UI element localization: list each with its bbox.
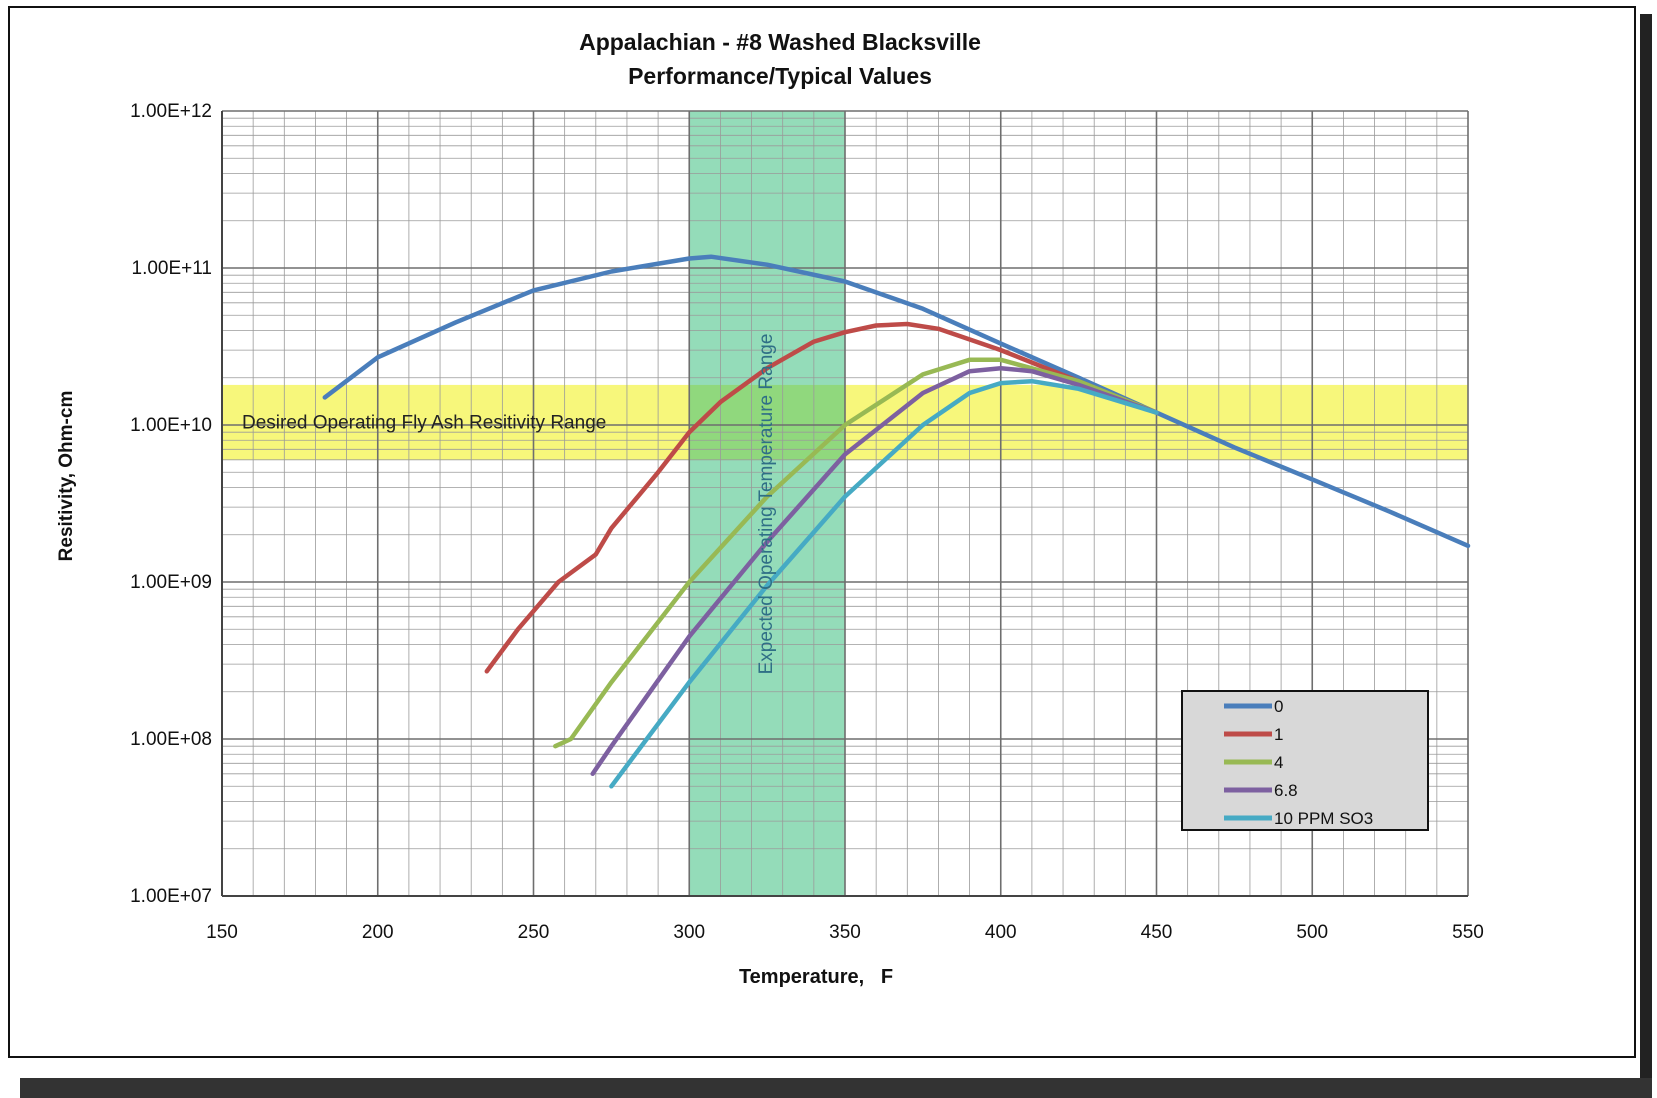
- x-tick-label: 400: [985, 922, 1017, 943]
- y-tick-label: 1.00E+08: [130, 729, 212, 750]
- series-line-6-8: [590, 365, 1159, 777]
- y-tick-label: 1.00E+10: [130, 415, 212, 436]
- chart-frame: Appalachian - #8 Washed Blacksville Perf…: [8, 6, 1636, 1058]
- resistivity-chart: Appalachian - #8 Washed Blacksville Perf…: [56, 29, 1484, 988]
- x-tick-label: 450: [1141, 922, 1173, 943]
- x-tick-label: 200: [362, 922, 394, 943]
- series-line-0: [322, 254, 1471, 549]
- y-tick-label: 1.00E+11: [132, 258, 212, 279]
- legend-entry: 6.8: [1274, 781, 1298, 800]
- frame-shadow-right: [1640, 14, 1652, 1084]
- legend-entry: 4: [1274, 753, 1283, 772]
- x-tick-label: 300: [673, 922, 705, 943]
- legend: 0 1 4 6.8 10 PPM SO3: [1181, 690, 1429, 831]
- y-tick-label: 1.00E+07: [130, 886, 212, 907]
- legend-entry: 0: [1274, 697, 1283, 716]
- y-axis-label: Resitivity, Ohm-cm: [56, 391, 77, 562]
- axes: 150 200 250 300 350 400 450 500 550 1.00E+07 1.00E…: [130, 101, 1484, 943]
- x-tick-label: 550: [1452, 922, 1484, 943]
- temperature-range-band: [689, 111, 845, 896]
- chart-title: Appalachian - #8 Washed Blacksville: [579, 29, 981, 55]
- x-tick-label: 250: [518, 922, 550, 943]
- frame-shadow-bottom: [20, 1078, 1652, 1098]
- temperature-range-label: Expected Operating Temperature Range: [756, 334, 777, 675]
- chart-subtitle: Performance/Typical Values: [628, 63, 932, 89]
- legend-entry: 10 PPM SO3: [1274, 809, 1373, 828]
- resistivity-range-label: Desired Operating Fly Ash Resitivity Ran…: [242, 412, 606, 433]
- x-axis-label: Temperature, F: [739, 966, 893, 988]
- x-tick-label: 150: [206, 922, 238, 943]
- x-tick-label: 350: [829, 922, 861, 943]
- legend-entry: 1: [1274, 725, 1283, 744]
- series-line-4: [553, 357, 1159, 749]
- x-tick-label: 500: [1296, 922, 1328, 943]
- series-line-1: [484, 321, 1159, 674]
- series-line-10-ppm-so3: [609, 378, 1159, 789]
- series-layer: [322, 254, 1471, 789]
- band-labels: Desired Operating Fly Ash Resitivity Ran…: [242, 334, 777, 675]
- legend-box: [1181, 690, 1429, 831]
- y-tick-label: 1.00E+12: [130, 101, 212, 122]
- y-tick-label: 1.00E+09: [130, 572, 212, 593]
